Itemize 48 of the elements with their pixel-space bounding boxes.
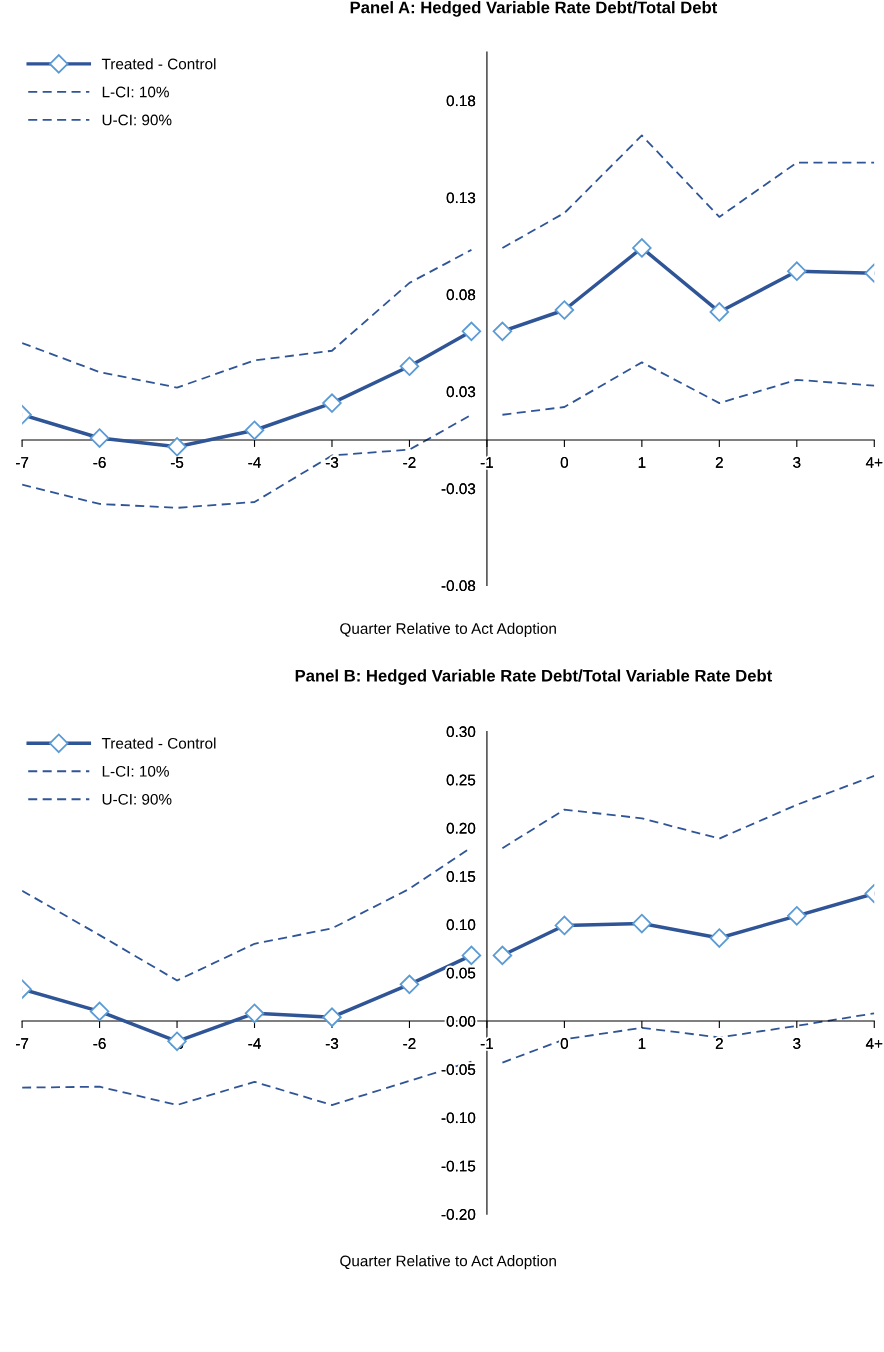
x-tick-label: 4+ <box>865 1038 883 1049</box>
y-tick-label: -0.03 <box>441 483 476 495</box>
y-tick-label: 0.25 <box>446 774 476 786</box>
x-tick-label: -6 <box>93 457 106 468</box>
x-tick-label: 4+ <box>865 457 883 468</box>
x-tick-label: -4 <box>248 457 261 468</box>
y-tick-label: -0.20 <box>441 1208 476 1220</box>
legend-label: L-CI: 10% <box>102 765 169 777</box>
x-tick-label: 0 <box>560 457 569 468</box>
y-tick-label: 0.30 <box>446 726 476 738</box>
y-tick-label: 0.15 <box>446 871 476 882</box>
y-tick-label: -0.05 <box>441 1064 476 1075</box>
legend-label: L-CI: 10% <box>102 86 169 98</box>
y-tick-label: 0.20 <box>446 822 476 834</box>
x-tick-label: -2 <box>403 457 416 468</box>
y-tick-label: -0.15 <box>441 1160 476 1172</box>
x-tick-label: 3 <box>793 457 801 468</box>
legend-label: Treated - Control <box>101 58 216 70</box>
y-tick-label: 0.00 <box>446 1015 476 1027</box>
x-tick-label: 2 <box>715 457 723 468</box>
y-tick-label: 0.13 <box>446 192 476 204</box>
y-tick-label: 0.10 <box>446 919 476 931</box>
x-axis-title: Quarter Relative to Act Adoption <box>340 1255 556 1270</box>
y-tick-label: 0.18 <box>446 95 476 107</box>
x-tick-label: -7 <box>15 1038 29 1049</box>
legend-label: U-CI: 90% <box>102 114 172 126</box>
legend-label: U-CI: 90% <box>102 793 172 805</box>
x-tick-label: -4 <box>248 1038 261 1049</box>
y-tick-label: 0.05 <box>446 967 476 979</box>
x-tick-label: 1 <box>638 457 646 468</box>
y-tick-label: 0.08 <box>446 289 476 301</box>
legend-label: Treated - Control <box>101 737 216 749</box>
chart-title: Panel A: Hedged Variable Rate Debt/Total Debt <box>350 1 718 17</box>
y-tick-label: -0.08 <box>441 580 476 592</box>
y-tick-label: 0.03 <box>446 386 476 398</box>
x-tick-label: -3 <box>325 1038 339 1049</box>
y-tick-label: -0.10 <box>441 1112 476 1124</box>
x-tick-label: -7 <box>15 457 29 468</box>
x-tick-label: 0 <box>560 1038 569 1049</box>
x-tick-label: -6 <box>93 1038 106 1049</box>
x-tick-label: -3 <box>325 457 339 468</box>
x-tick-label: 2 <box>715 1038 723 1049</box>
chart-title: Panel B: Hedged Variable Rate Debt/Total Variable Rate Debt <box>295 669 773 685</box>
x-tick-label: -5 <box>170 457 184 468</box>
x-tick-label: 1 <box>638 1038 646 1049</box>
x-tick-label: 3 <box>793 1038 801 1049</box>
x-axis-title: Quarter Relative to Act Adoption <box>340 622 556 637</box>
x-tick-label: -2 <box>403 1038 416 1049</box>
